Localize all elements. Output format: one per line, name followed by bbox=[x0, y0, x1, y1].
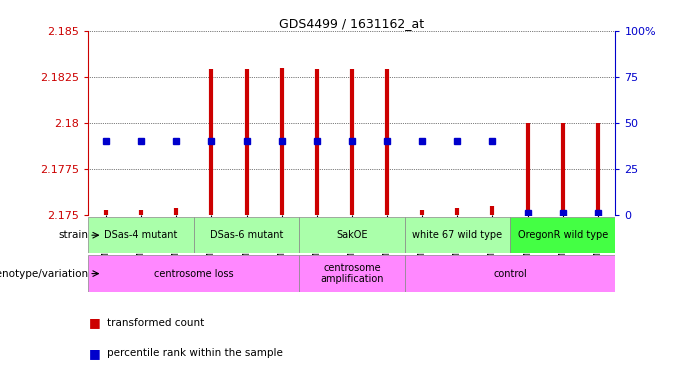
Bar bbox=[299, 255, 405, 292]
Bar bbox=[88, 255, 299, 292]
Text: OregonR wild type: OregonR wild type bbox=[517, 230, 608, 240]
Bar bbox=[405, 255, 615, 292]
Text: transformed count: transformed count bbox=[107, 318, 205, 328]
Bar bbox=[299, 217, 405, 253]
Bar bbox=[510, 217, 615, 253]
Text: ■: ■ bbox=[88, 316, 100, 329]
Text: centrosome
amplification: centrosome amplification bbox=[320, 263, 384, 285]
Text: strain: strain bbox=[58, 230, 88, 240]
Bar bbox=[88, 217, 194, 253]
Text: percentile rank within the sample: percentile rank within the sample bbox=[107, 348, 284, 358]
Text: SakOE: SakOE bbox=[336, 230, 368, 240]
Title: GDS4499 / 1631162_at: GDS4499 / 1631162_at bbox=[279, 17, 424, 30]
Bar bbox=[405, 217, 510, 253]
Text: centrosome loss: centrosome loss bbox=[154, 268, 234, 279]
Text: genotype/variation: genotype/variation bbox=[0, 268, 88, 279]
Text: ■: ■ bbox=[88, 347, 100, 360]
Bar bbox=[194, 217, 299, 253]
Text: DSas-4 mutant: DSas-4 mutant bbox=[105, 230, 177, 240]
Text: DSas-6 mutant: DSas-6 mutant bbox=[210, 230, 283, 240]
Text: white 67 wild type: white 67 wild type bbox=[412, 230, 503, 240]
Text: control: control bbox=[493, 268, 527, 279]
